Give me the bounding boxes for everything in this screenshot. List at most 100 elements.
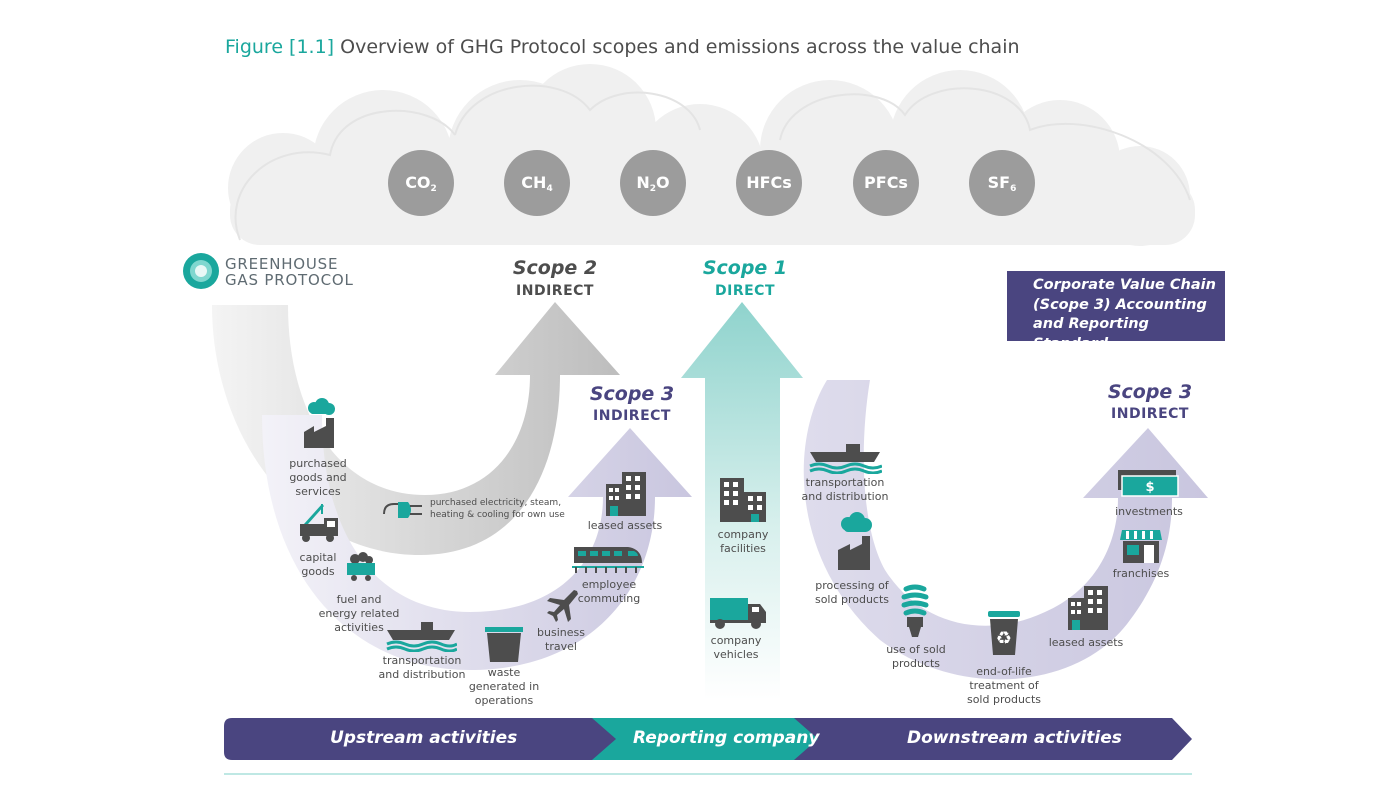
waste-bin-icon bbox=[485, 627, 523, 662]
label-line: purchased electricity, steam, bbox=[430, 498, 562, 508]
coal-cart-icon bbox=[347, 552, 375, 581]
scope3-upstream-title: Scope 3 bbox=[589, 383, 675, 405]
label-line: employee bbox=[581, 578, 637, 591]
downstream-transport-label: transportation and distribution bbox=[785, 476, 905, 504]
gas-circle: CH4 bbox=[504, 150, 570, 216]
band-reporting-label: Reporting company bbox=[633, 728, 820, 748]
scope3-upstream-arrow bbox=[262, 415, 692, 670]
gas-name: CO bbox=[405, 173, 431, 192]
standard-box: Corporate Value Chain (Scope 3) Accounti… bbox=[1007, 271, 1225, 352]
downstream-ship-icon bbox=[809, 444, 882, 474]
label-line: leased assets bbox=[587, 519, 663, 532]
airplane-icon bbox=[547, 590, 578, 622]
ship-icon bbox=[386, 622, 457, 652]
label-line: sold products bbox=[966, 693, 1042, 706]
use-of-sold-products-label: use of sold products bbox=[856, 643, 976, 671]
gas-subscript: 2 bbox=[649, 184, 657, 194]
purchased-electricity-label: purchased electricity, steam, heating & c… bbox=[430, 497, 565, 521]
investments-label: investments bbox=[1089, 505, 1209, 519]
label-line: treatment of bbox=[969, 679, 1039, 692]
gas-name: SF bbox=[987, 173, 1011, 192]
scope2-title: Scope 2 bbox=[512, 257, 598, 279]
label-line: services bbox=[295, 485, 341, 498]
scope2-subtitle: INDIRECT bbox=[516, 283, 594, 299]
label-line: company bbox=[710, 634, 762, 647]
cloud-outlines bbox=[234, 84, 1191, 241]
scope3-downstream-subtitle: INDIRECT bbox=[1111, 406, 1189, 422]
fuel-energy-label: fuel and energy related activities bbox=[299, 593, 419, 635]
company-truck-icon bbox=[710, 598, 766, 629]
standard-line-1: Corporate Value Chain bbox=[1033, 277, 1216, 293]
waste-label: waste generated in operations bbox=[444, 666, 564, 708]
label-line: end-of-life bbox=[976, 665, 1032, 678]
label-line: commuting bbox=[577, 592, 641, 605]
ghg-logo-icon bbox=[183, 253, 219, 289]
gas-circle: PFCs bbox=[853, 150, 919, 216]
end-of-life-label: end-of-life treatment of sold products bbox=[944, 665, 1064, 707]
plug-icon bbox=[383, 502, 422, 518]
franchises-label: franchises bbox=[1081, 567, 1201, 581]
upstream-transport-label: transportation and distribution bbox=[362, 654, 482, 682]
scope1-subtitle: DIRECT bbox=[715, 283, 775, 299]
logo-line-1: GREENHOUSE bbox=[225, 255, 339, 273]
figure-label: Figure [1.1] bbox=[225, 36, 335, 58]
gas-subscript: 2 bbox=[430, 184, 437, 194]
employee-commuting-label: employee commuting bbox=[549, 578, 669, 606]
label-line: company bbox=[717, 528, 769, 541]
light-bulb-icon bbox=[901, 584, 929, 637]
label-line: heating & cooling for own use bbox=[430, 510, 565, 520]
storefront-icon bbox=[1120, 530, 1162, 563]
label-line: transportation bbox=[382, 654, 462, 667]
capital-goods-label: capital goods bbox=[258, 551, 378, 579]
label-line: generated in bbox=[468, 680, 540, 693]
label-line: facilities bbox=[720, 542, 766, 555]
label-line: fuel and bbox=[336, 593, 382, 606]
money-icon: $ bbox=[1118, 470, 1179, 497]
gas-circle: CO2 bbox=[388, 150, 454, 216]
ghg-logo-text: GREENHOUSE GAS PROTOCOL bbox=[225, 256, 354, 288]
business-travel-label: business travel bbox=[501, 626, 621, 654]
processing-label: processing of sold products bbox=[792, 579, 912, 607]
gas-circle: HFCs bbox=[736, 150, 802, 216]
standard-line-3: and Reporting Standard bbox=[1033, 316, 1149, 352]
label-line: activities bbox=[334, 621, 384, 634]
crane-truck-icon bbox=[300, 504, 338, 542]
train-icon bbox=[572, 547, 644, 573]
svg-text:$: $ bbox=[1145, 480, 1154, 495]
recycle-bin-icon: ♻ bbox=[988, 611, 1020, 655]
band-downstream-label: Downstream activities bbox=[907, 728, 1122, 748]
gas-name: CH bbox=[521, 173, 547, 192]
gas-subscript: 4 bbox=[546, 184, 553, 194]
label-line: leased assets bbox=[1048, 636, 1124, 649]
company-vehicles-label: company vehicles bbox=[676, 634, 796, 662]
company-facilities-label: company facilities bbox=[683, 528, 803, 556]
svg-text:♻: ♻ bbox=[996, 628, 1012, 649]
label-line: investments bbox=[1115, 505, 1183, 518]
gas-circle: SF6 bbox=[969, 150, 1035, 216]
downstream-building-icon bbox=[1068, 586, 1108, 630]
label-line: transportation bbox=[805, 476, 885, 489]
label-line: purchased bbox=[289, 457, 347, 470]
company-building-icon bbox=[720, 478, 766, 522]
label-line: goods and bbox=[289, 471, 347, 484]
label-line: sold products bbox=[814, 593, 890, 606]
label-line: waste bbox=[487, 666, 521, 679]
factory-icon bbox=[304, 398, 335, 448]
building-icon bbox=[606, 472, 646, 516]
logo-line-2: GAS PROTOCOL bbox=[225, 271, 354, 289]
standard-line-2: (Scope 3) Accounting bbox=[1033, 296, 1207, 313]
purchased-goods-label: purchased goods and services bbox=[258, 457, 378, 499]
gas-name: N bbox=[636, 173, 650, 192]
downstream-factory-icon bbox=[838, 512, 872, 570]
gas-name-tail: O bbox=[656, 173, 670, 192]
scope1-title: Scope 1 bbox=[702, 257, 788, 279]
figure-title: Figure [1.1] Overview of GHG Protocol sc… bbox=[225, 36, 1020, 58]
label-line: travel bbox=[545, 640, 577, 653]
clouds bbox=[228, 64, 1195, 246]
activity-band bbox=[224, 718, 1192, 775]
label-line: use of sold bbox=[886, 643, 946, 656]
figure-title-text: Overview of GHG Protocol scopes and emis… bbox=[340, 36, 1020, 58]
label-line: goods bbox=[301, 565, 335, 578]
gas-subscript: 6 bbox=[1010, 184, 1017, 194]
